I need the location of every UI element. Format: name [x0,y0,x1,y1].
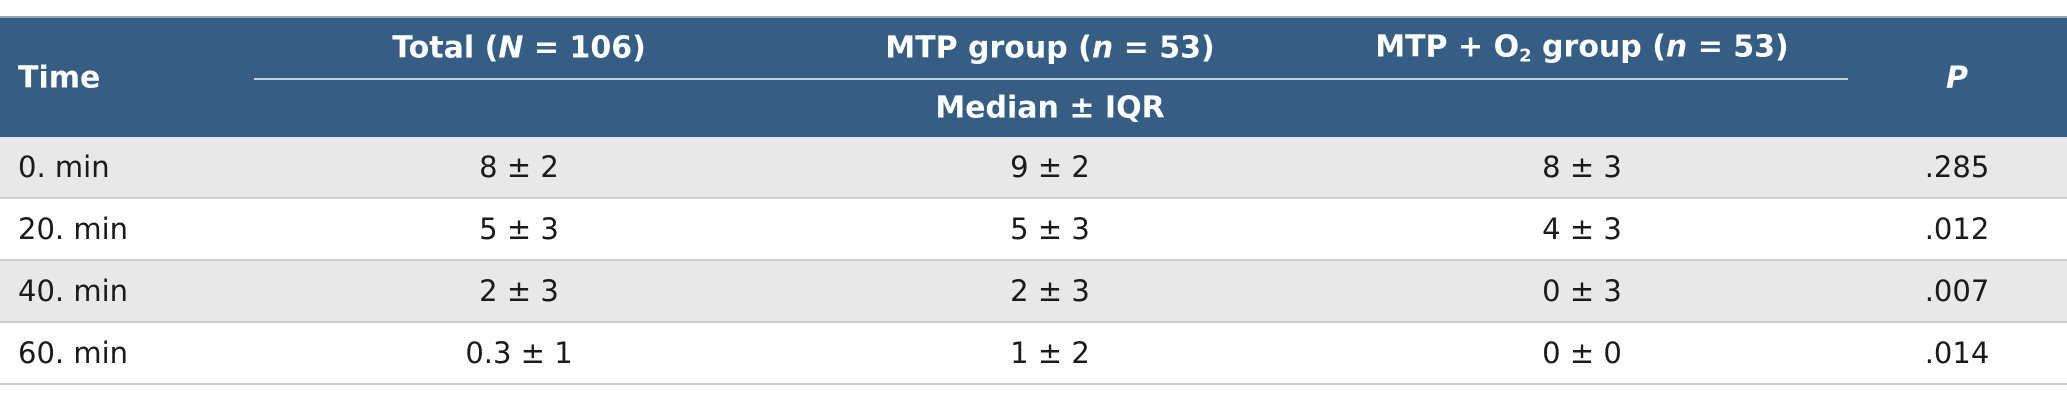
text: Total ( [392,30,499,66]
header-rule [254,78,1848,80]
text: group ( [1531,29,1666,65]
table-cell: 0. min [18,150,110,184]
table-cell: 20. min [18,212,129,246]
text: = 53) [1113,30,1215,66]
table-row: 60. min 0.3 ± 1 1 ± 2 0 ± 0 .014 [0,323,2067,385]
text: = 106) [523,30,646,66]
table-header: Time Total (N = 106) MTP group (n = 53) … [0,16,2067,137]
text: n [1665,29,1688,65]
table-cell: 4 ± 3 [1542,212,1622,246]
text: = 53) [1687,29,1789,65]
table-cell: 0 ± 3 [1542,274,1622,308]
table-row: 40. min 2 ± 3 2 ± 3 0 ± 3 .007 [0,261,2067,323]
table-cell: 5 ± 3 [1010,212,1090,246]
text: n [1091,30,1114,66]
table-cell: 2 ± 3 [1010,274,1090,308]
header-total: Total (N = 106) [392,31,646,66]
text: 2 [1519,45,1532,67]
table-cell: 60. min [18,336,129,370]
table-cell: 9 ± 2 [1010,150,1090,184]
table-cell: 1 ± 2 [1010,336,1090,370]
text: N [498,30,524,66]
header-median: Median ± IQR [935,90,1165,126]
table-cell: 0 ± 0 [1542,336,1622,370]
table-row: 0. min 8 ± 2 9 ± 2 8 ± 3 .285 [0,137,2067,199]
table-cell: .007 [1924,274,1990,308]
table-cell: 40. min [18,274,129,308]
text: MTP group ( [885,30,1092,66]
table-row: 20. min 5 ± 3 5 ± 3 4 ± 3 .012 [0,199,2067,261]
table-cell: 0.3 ± 1 [465,336,573,370]
table-cell: 2 ± 3 [479,274,559,308]
table-cell: .012 [1924,212,1990,246]
header-p: P [1946,60,1968,96]
table-cell: .285 [1924,150,1990,184]
header-mtp-o2: MTP + O2 group (n = 53) [1375,30,1789,67]
header-time: Time [18,60,101,96]
table-cell: .014 [1924,336,1990,370]
table-cell: 8 ± 3 [1542,150,1622,184]
table-cell: 5 ± 3 [479,212,559,246]
table-cell: 8 ± 2 [479,150,559,184]
text: MTP + O [1375,29,1520,65]
header-mtp: MTP group (n = 53) [885,31,1214,66]
